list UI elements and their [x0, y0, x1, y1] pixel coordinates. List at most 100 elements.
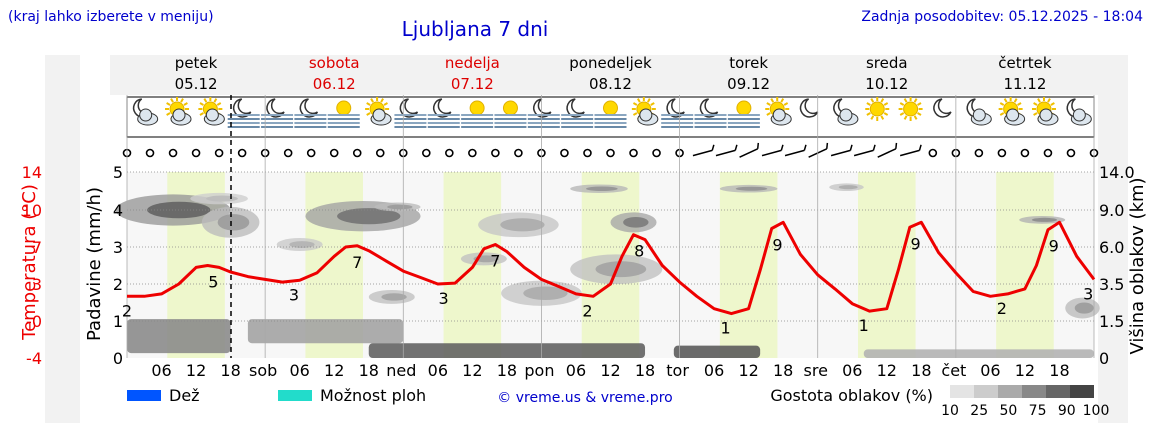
- calm-wind-icon: [191, 148, 201, 158]
- temp-data-label: 2: [997, 299, 1007, 318]
- x-tick: 12: [324, 361, 344, 380]
- temp-data-label: 2: [582, 301, 592, 320]
- precip-tick: 1: [113, 312, 123, 331]
- temp-data-label: 5: [208, 273, 218, 292]
- daylight-band: [719, 172, 778, 358]
- day-name: petek: [175, 54, 218, 72]
- sun-cloud-icon: [365, 97, 392, 126]
- x-tick: 06: [428, 361, 448, 380]
- calm-wind-icon: [237, 148, 247, 158]
- x-tick: 18: [773, 361, 793, 380]
- sun-cloud-icon: [198, 97, 225, 126]
- precip-tick: 4: [113, 201, 123, 220]
- x-tick: 12: [877, 361, 897, 380]
- page-title: Ljubljana 7 dni: [402, 17, 549, 41]
- temp-data-label: 3: [1083, 284, 1093, 303]
- temp-data-label: 3: [289, 285, 299, 304]
- calm-wind-icon: [652, 148, 661, 158]
- cloud-density-swatch: [1046, 385, 1070, 398]
- rain-legend: Dež: [169, 386, 200, 405]
- cloud-density-level: 10: [941, 403, 959, 419]
- day-date: 08.12: [589, 75, 632, 93]
- temp-tick: 7: [32, 238, 42, 257]
- sun-cloud-icon: [165, 97, 192, 126]
- low-cloud-band: [863, 349, 1094, 358]
- fog-night-icon: [527, 98, 560, 128]
- x-tick: 18: [220, 361, 240, 380]
- x-tick: 06: [566, 361, 586, 380]
- day-name: nedelja: [445, 54, 500, 72]
- sun-icon: [865, 97, 890, 121]
- moon-cloud-icon: [1066, 98, 1092, 126]
- storm-swatch: [278, 390, 312, 401]
- day-date: 11.12: [1003, 75, 1046, 93]
- cloud-height-tick: 3.5: [1099, 275, 1124, 294]
- low-cloud-band: [368, 343, 646, 358]
- cloud-core: [1031, 217, 1058, 222]
- day-date: 07.12: [451, 75, 494, 93]
- fog-night-icon: [227, 98, 260, 128]
- moon-icon: [799, 98, 819, 118]
- daylight-band: [996, 172, 1054, 358]
- calm-wind-icon: [214, 148, 224, 158]
- x-tick: 18: [635, 361, 655, 380]
- temp-data-label: 7: [352, 253, 362, 272]
- precip-tick: 0: [113, 349, 123, 368]
- wind-barb-icon: [784, 144, 807, 157]
- cloud-density-level: 25: [970, 403, 988, 419]
- left-panel: [45, 55, 80, 423]
- wind-barb-icon: [761, 144, 784, 157]
- precip-axis-label: Padavine (mm/h): [84, 187, 105, 341]
- location-hint[interactable]: (kraj lahko izberete v meniju): [8, 9, 214, 25]
- cloud-density-swatch: [998, 385, 1022, 398]
- x-tick: 18: [911, 361, 931, 380]
- cloud-core: [595, 261, 647, 278]
- calm-wind-icon: [329, 148, 339, 158]
- cloud-core: [838, 185, 858, 190]
- cloud-core: [586, 186, 618, 191]
- right-panel: [1098, 55, 1128, 423]
- cloud-height-tick: 9.0: [1099, 201, 1124, 220]
- temp-tick: 14: [22, 163, 42, 182]
- calm-wind-icon: [1020, 148, 1030, 158]
- temp-tick: -4: [26, 349, 42, 368]
- x-tick: 06: [151, 361, 171, 380]
- temp-data-label: 1: [721, 319, 731, 338]
- x-tick: 12: [600, 361, 620, 380]
- temp-data-label: 7: [490, 252, 500, 271]
- x-tick: 12: [462, 361, 482, 380]
- cloud-density-swatch: [1070, 385, 1094, 398]
- x-tick: 12: [1015, 361, 1035, 380]
- storm-legend: Možnost ploh: [320, 386, 426, 405]
- low-cloud-band: [247, 319, 404, 344]
- cloud-density-title: Gostota oblakov (%): [770, 386, 933, 405]
- low-cloud-band: [673, 345, 761, 358]
- calm-wind-icon: [283, 148, 293, 158]
- cloud-core: [500, 218, 545, 232]
- day-date: 09.12: [727, 75, 770, 93]
- cloud-core: [1074, 302, 1094, 314]
- cloud-density-level: 50: [999, 403, 1017, 419]
- moon-cloud-icon: [132, 98, 159, 126]
- calm-wind-icon: [1043, 148, 1053, 158]
- cloud-height-tick: 0: [1099, 349, 1109, 368]
- calm-wind-icon: [514, 148, 523, 158]
- fog-night-icon: [694, 98, 727, 128]
- cloud-core: [206, 195, 238, 202]
- x-tick: pon: [524, 361, 554, 380]
- fog-day-icon: [461, 100, 494, 128]
- x-tick: čet: [941, 361, 966, 380]
- calm-wind-icon: [145, 148, 155, 158]
- temp-tick: -0: [26, 312, 42, 331]
- calm-wind-icon: [445, 148, 454, 158]
- cloud-height-axis-label: Višina oblakov (km): [1127, 177, 1148, 354]
- x-tick: 18: [497, 361, 517, 380]
- cloud-density-swatch: [974, 385, 998, 398]
- cloud-height-tick: 1.5: [1099, 312, 1124, 331]
- x-tick: ned: [386, 361, 416, 380]
- x-tick: tor: [666, 361, 689, 380]
- calm-wind-icon: [1066, 148, 1076, 158]
- cloud-density-level: 100: [1083, 403, 1110, 419]
- calm-wind-icon: [629, 148, 638, 158]
